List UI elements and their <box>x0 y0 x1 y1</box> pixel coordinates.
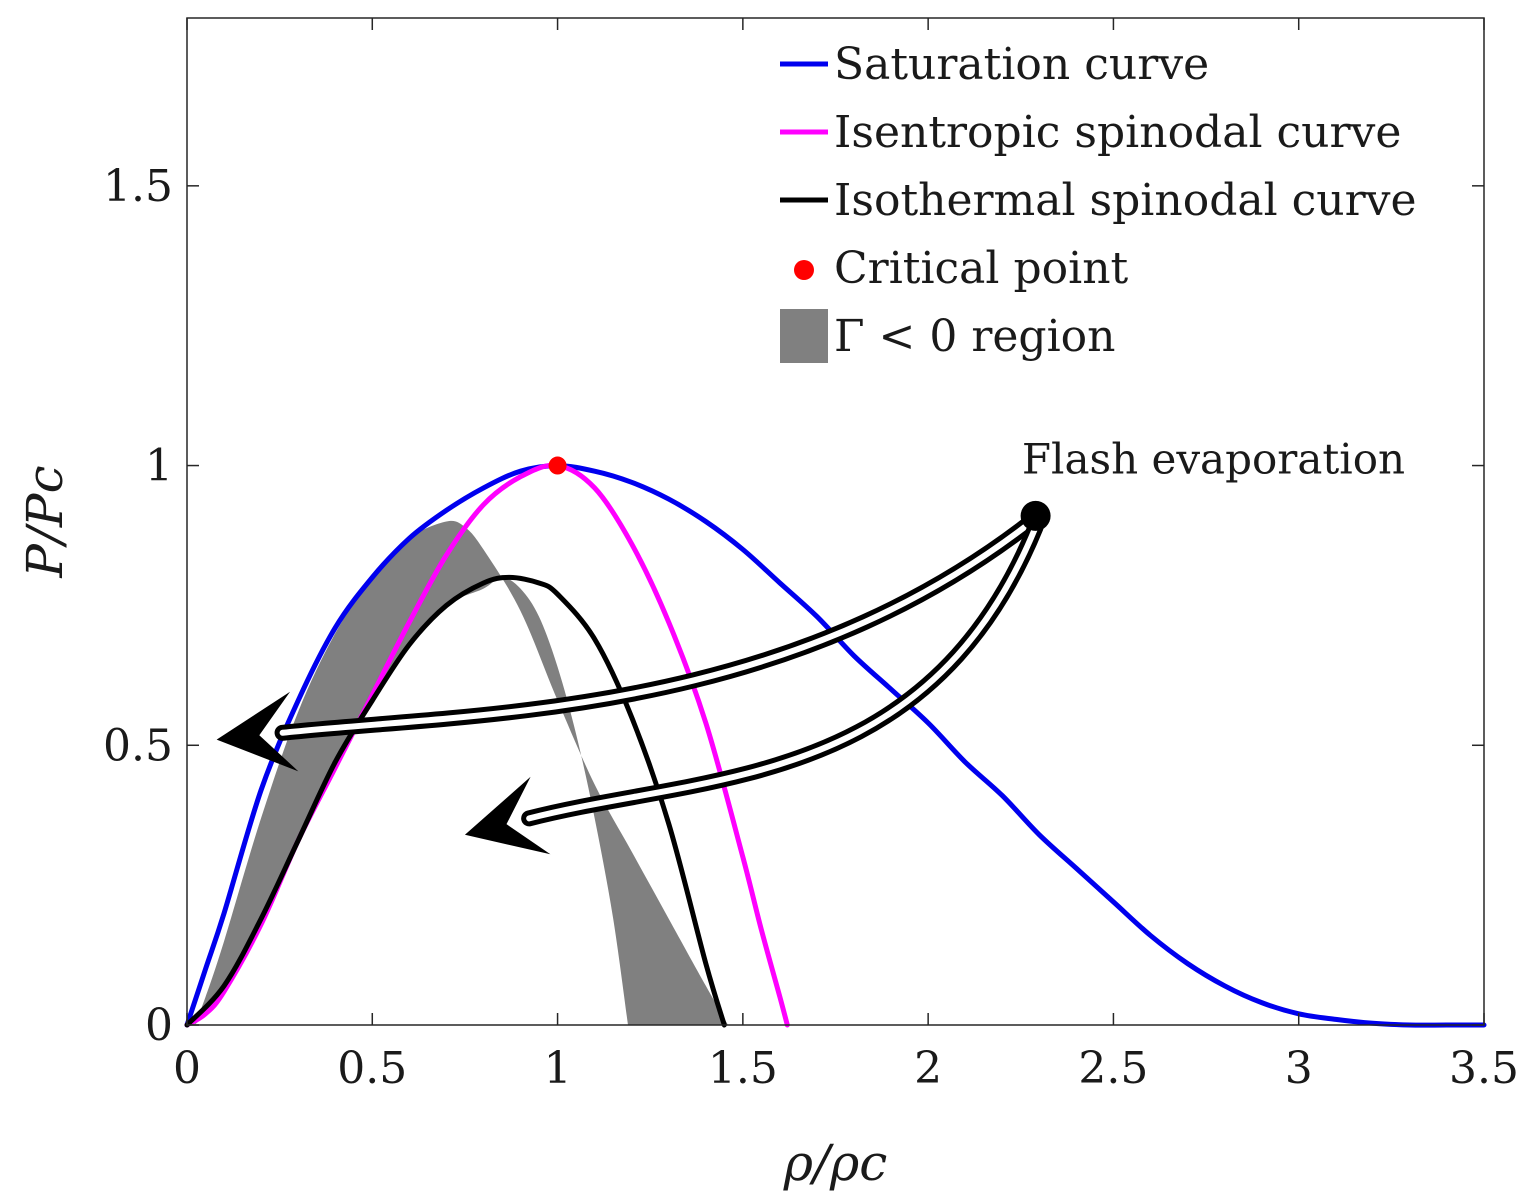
x-tick-label: 1.5 <box>708 1043 778 1094</box>
legend-swatch-dot <box>794 260 814 280</box>
legend-label: Isentropic spinodal curve <box>834 107 1401 158</box>
legend-label: Isothermal spinodal curve <box>834 175 1417 226</box>
y-tick-label: 0 <box>145 1000 173 1051</box>
y-tick-label: 1 <box>145 441 173 492</box>
legend-entry: Isentropic spinodal curve <box>780 107 1401 158</box>
legend-label: Saturation curve <box>834 39 1209 90</box>
legend-swatch-patch <box>780 309 828 363</box>
axes-frame <box>186 17 1485 1026</box>
plot-area: 0 0.5 1 1.5 2 2.5 3 3.5 0 0.5 1 1.5 <box>103 17 1519 1094</box>
x-tick-label: 0 <box>173 1043 201 1094</box>
arrow-head <box>464 776 551 855</box>
saturation-curve <box>184 463 1487 1028</box>
legend-entry: Isothermal spinodal curve <box>780 175 1417 226</box>
legend-label: Γ < 0 region <box>834 311 1116 362</box>
x-tick-label: 0.5 <box>337 1043 407 1094</box>
x-axis-label: ρ/ρc <box>783 1134 888 1192</box>
region-layer <box>194 520 728 1025</box>
y-axis-label: P/Pc <box>16 465 74 578</box>
process-arrow-2 <box>464 519 1044 855</box>
legend-entry: Critical point <box>794 243 1129 294</box>
gamma-negative-region <box>194 520 728 1025</box>
legend-entry: Γ < 0 region <box>780 309 1116 363</box>
x-tick-label: 1 <box>544 1043 572 1094</box>
x-tick-label: 2 <box>914 1043 942 1094</box>
x-tick-label: 2.5 <box>1078 1043 1148 1094</box>
y-tick-label: 1.5 <box>103 161 173 212</box>
legend-entry: Saturation curve <box>780 39 1209 90</box>
arrow-layer <box>216 513 1044 855</box>
flash-evaporation-start-marker <box>1020 500 1051 531</box>
x-tick-label: 3.5 <box>1449 1043 1519 1094</box>
legend: Saturation curve Isentropic spinodal curv… <box>780 39 1417 363</box>
arrow-shaft-inner <box>526 524 1039 822</box>
y-tick-label: 0.5 <box>103 720 173 771</box>
arrow-head <box>216 691 299 772</box>
x-tick-label: 3 <box>1285 1043 1313 1094</box>
arrow-shaft-inner <box>279 518 1035 736</box>
flash-evaporation-annotation: Flash evaporation <box>1022 435 1405 484</box>
critical-point-marker <box>548 456 567 475</box>
legend-label: Critical point <box>834 243 1129 294</box>
process-arrow-1 <box>216 513 1040 772</box>
point-layer <box>548 456 1051 531</box>
tick-layer: 0 0.5 1 1.5 2 2.5 3 3.5 0 0.5 1 1.5 <box>103 18 1519 1094</box>
